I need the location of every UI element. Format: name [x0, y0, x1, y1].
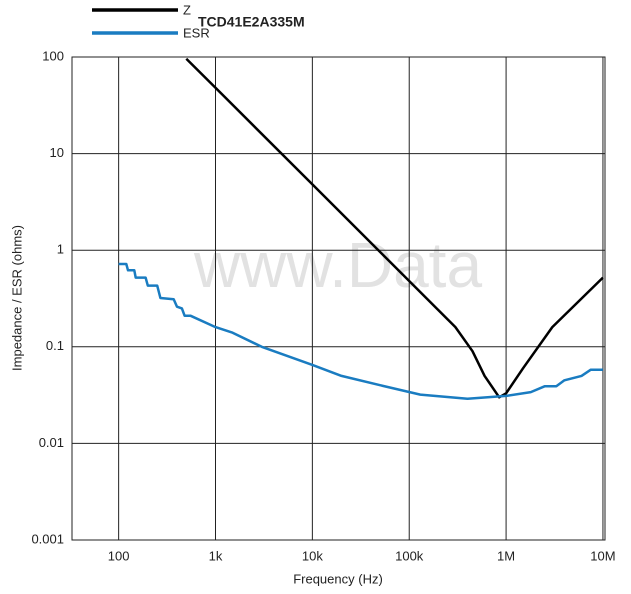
y-tick-label: 0.1 [46, 338, 64, 353]
x-tick-label: 10k [302, 548, 323, 563]
y-tick-label: 100 [42, 48, 64, 63]
x-tick-label: 100 [108, 548, 130, 563]
y-tick-label: 0.001 [31, 531, 64, 546]
legend-label: Z [183, 2, 191, 17]
legend-label: ESR [183, 25, 210, 40]
watermark: www.Data [193, 229, 483, 301]
series-line [185, 57, 604, 399]
y-tick-label: 0.01 [39, 435, 64, 450]
y-tick-label: 10 [50, 145, 64, 160]
x-tick-label: 100k [395, 548, 424, 563]
chart-title: TCD41E2A335M [198, 14, 305, 30]
x-tick-label: 1M [497, 548, 515, 563]
series-line [118, 262, 603, 400]
y-axis-label: Impedance / ESR (ohms) [9, 225, 24, 371]
y-tick-label: 1 [57, 242, 64, 257]
x-tick-label: 1k [209, 548, 223, 563]
x-tick-label: 10M [590, 548, 615, 563]
plot-frame [71, 56, 606, 541]
x-axis-label: Frequency (Hz) [293, 571, 383, 586]
